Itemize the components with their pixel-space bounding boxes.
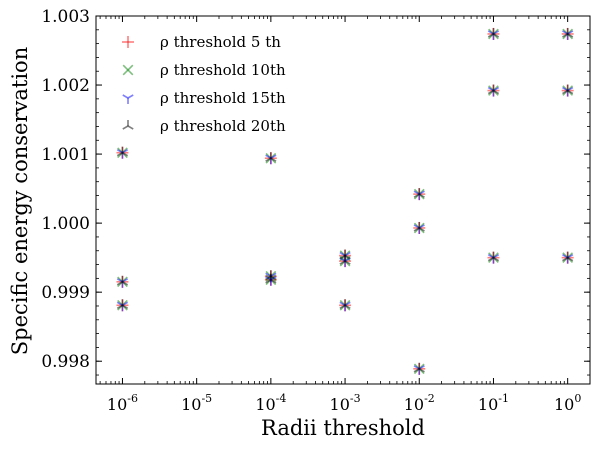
data-point xyxy=(413,221,425,232)
data-point xyxy=(413,188,425,198)
data-point xyxy=(562,30,574,40)
legend-label: ρ threshold 20th xyxy=(160,117,286,135)
data-point xyxy=(116,301,129,312)
data-point xyxy=(562,251,574,262)
y-tick-label: 1.002 xyxy=(41,76,90,96)
legend-marker xyxy=(122,94,134,104)
data-point xyxy=(487,86,500,97)
legend: ρ threshold 5 th ρ threshold 10th ρ thresh… xyxy=(122,33,286,135)
data-point xyxy=(413,190,425,201)
plot-area xyxy=(95,15,591,385)
y-tick-label: 1.001 xyxy=(41,145,90,165)
data-point xyxy=(487,251,500,262)
plot-frame xyxy=(95,15,591,385)
data-point xyxy=(487,30,500,40)
x-tick-label: 10-6 xyxy=(107,392,138,414)
y-axis-label: Specific energy conservation xyxy=(8,47,32,355)
x-tick-label: 10-5 xyxy=(181,392,212,414)
series-1 xyxy=(116,27,574,375)
y-tick-label: 0.999 xyxy=(41,283,90,303)
legend-label: ρ threshold 5 th xyxy=(160,33,281,51)
legend-marker xyxy=(122,120,134,130)
data-point xyxy=(116,278,129,288)
y-tick-label: 0.998 xyxy=(41,352,90,372)
data-point xyxy=(487,84,500,95)
data-point xyxy=(116,146,129,157)
x-tick-label: 10-4 xyxy=(255,392,286,414)
data-point xyxy=(413,224,425,234)
y-axis-ticks: 0.998 0.999 1.000 1.001 1.002 1.003 xyxy=(41,7,590,376)
legend-label: ρ threshold 15th xyxy=(160,89,286,107)
x-tick-label: 10-1 xyxy=(478,392,509,414)
data-point xyxy=(562,253,574,264)
data-point xyxy=(116,275,129,286)
x-tick-label: 10-3 xyxy=(330,392,361,414)
data-point xyxy=(562,84,574,95)
y-tick-label: 1.000 xyxy=(41,214,90,234)
x-axis-ticks: 10-6 10-5 10-4 10-3 10-2 10-1 100 xyxy=(99,16,591,414)
data-point xyxy=(339,299,351,309)
data-point xyxy=(265,273,277,284)
data-point xyxy=(116,299,129,309)
data-point xyxy=(487,253,500,264)
data-point xyxy=(413,362,425,373)
data-point xyxy=(413,365,425,375)
data-markers xyxy=(116,27,574,375)
x-tick-label: 10-2 xyxy=(404,392,435,414)
x-axis-label: Radii threshold xyxy=(261,416,425,440)
x-tick-label: 100 xyxy=(554,392,581,414)
series-2 xyxy=(117,28,574,375)
data-point xyxy=(339,301,351,312)
series-3 xyxy=(116,30,574,375)
legend-label: ρ threshold 10th xyxy=(160,61,286,79)
data-point xyxy=(116,149,129,159)
data-point xyxy=(265,152,277,162)
data-point xyxy=(562,86,574,97)
data-point xyxy=(487,27,500,38)
data-point xyxy=(339,249,351,260)
y-tick-label: 1.003 xyxy=(41,7,90,27)
legend-marker xyxy=(122,36,134,48)
legend-marker xyxy=(122,64,134,76)
data-point xyxy=(265,154,277,165)
series-4 xyxy=(116,27,574,373)
data-point xyxy=(339,255,351,265)
data-point xyxy=(562,27,574,38)
